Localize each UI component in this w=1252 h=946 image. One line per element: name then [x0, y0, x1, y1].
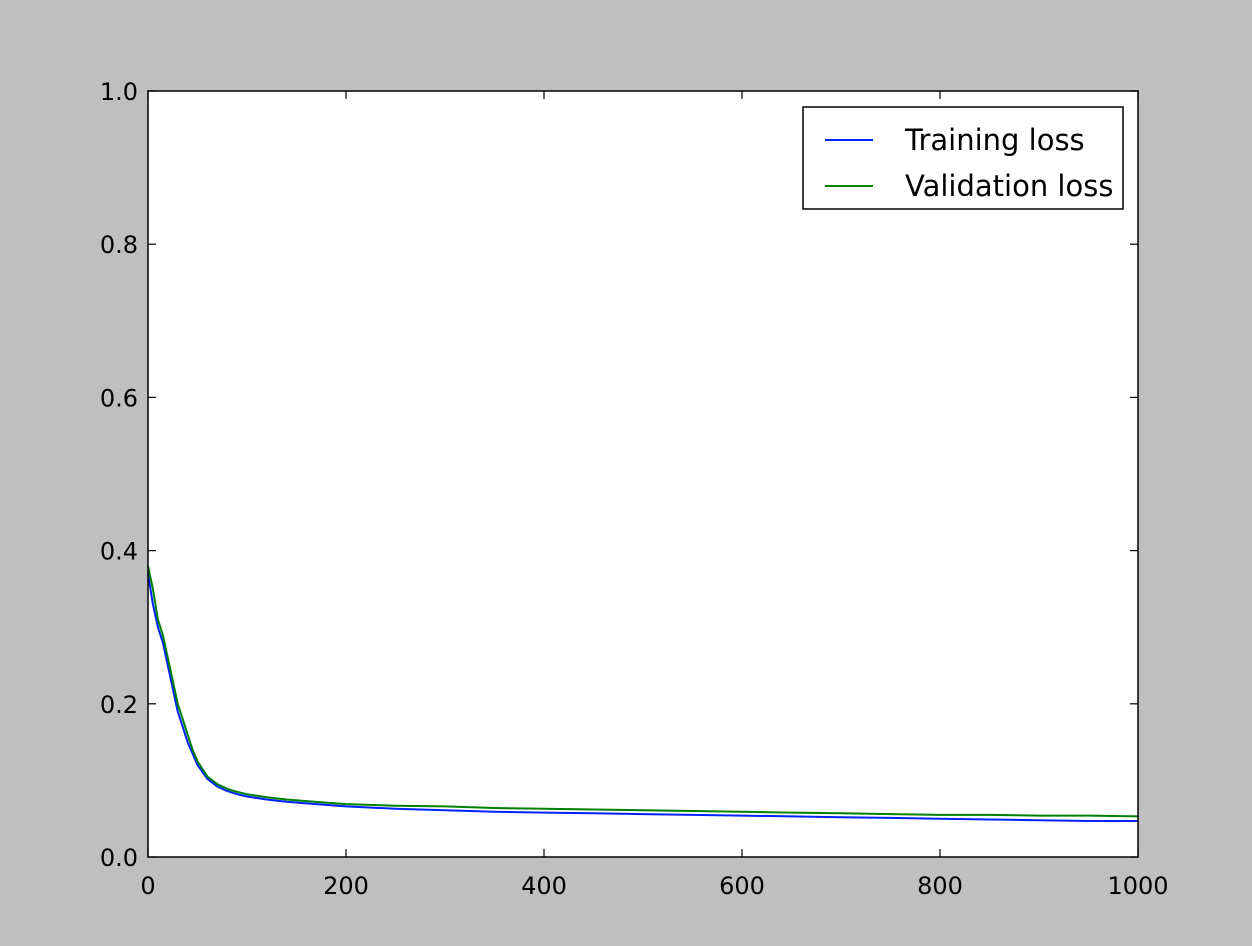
- plot-area: [148, 91, 1138, 857]
- x-tick-label: 0: [140, 872, 155, 900]
- series-line-training-loss: [147, 573, 1138, 822]
- y-tick-label: 0.6: [100, 384, 138, 412]
- legend-box: [802, 106, 1124, 210]
- x-tick-label: 200: [323, 872, 369, 900]
- y-tick-label: 1.0: [100, 78, 138, 106]
- legend: Training loss Validation loss: [802, 106, 1124, 210]
- tick-layer: 0 200 400 600 800 1000 0.0 0.2 0.4 0.6 0.8 1.0: [100, 78, 1169, 900]
- x-tick-label: 800: [917, 872, 963, 900]
- series-layer: [147, 565, 1139, 822]
- plot-frame: [147, 90, 1139, 858]
- y-tick-label: 0.8: [100, 231, 138, 259]
- legend-label: Training loss: [904, 123, 1085, 157]
- series-line-validation-loss: [147, 565, 1139, 818]
- y-tick-label: 0.2: [100, 691, 138, 719]
- x-tick-label: 400: [521, 872, 567, 900]
- y-tick-label: 0.0: [100, 844, 138, 872]
- y-tick-label: 0.4: [100, 538, 138, 566]
- x-tick-label: 1000: [1107, 872, 1168, 900]
- legend-label: Validation loss: [905, 169, 1113, 203]
- x-tick-label: 600: [719, 872, 765, 900]
